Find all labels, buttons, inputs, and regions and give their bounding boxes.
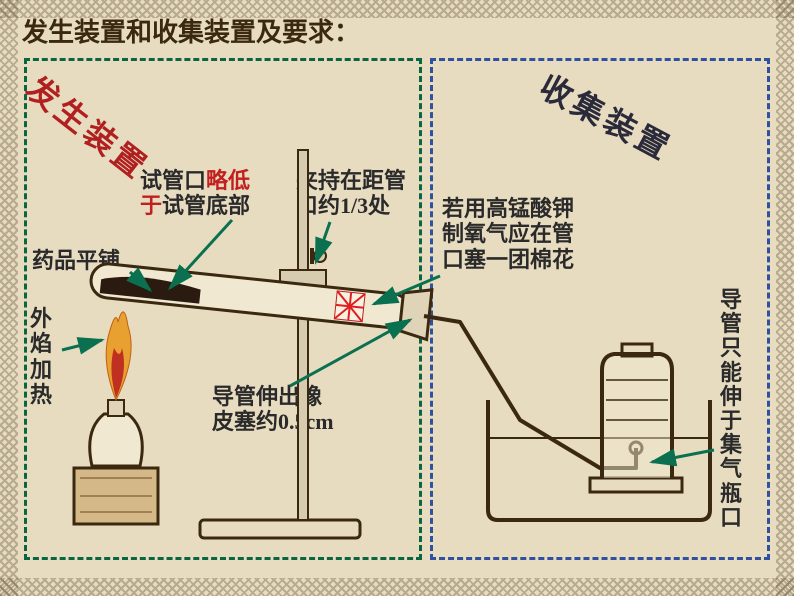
tube-mouth-note: 试管口略低 于试管底部 [140, 168, 250, 219]
collection-bottle-note: 导 管 只 能 伸 于 集 气 瓶 口 [720, 288, 742, 530]
tube-extend-note: 导管伸出橡 皮塞约0.5cm [212, 384, 334, 435]
decorative-border-right [776, 0, 794, 596]
outer-flame-note: 外 焰 加 热 [30, 306, 52, 407]
cotton-note: 若用高锰酸钾 制氧气应在管 口塞一团棉花 [442, 196, 574, 272]
decorative-border-left [0, 0, 18, 596]
clamp-note: 夹持在距管 口约1/3处 [296, 168, 406, 219]
chemical-spread-note: 药品平铺 [32, 248, 120, 273]
page-title: 发生装置和收集装置及要求： [22, 12, 360, 49]
decorative-border-bottom [0, 578, 794, 596]
